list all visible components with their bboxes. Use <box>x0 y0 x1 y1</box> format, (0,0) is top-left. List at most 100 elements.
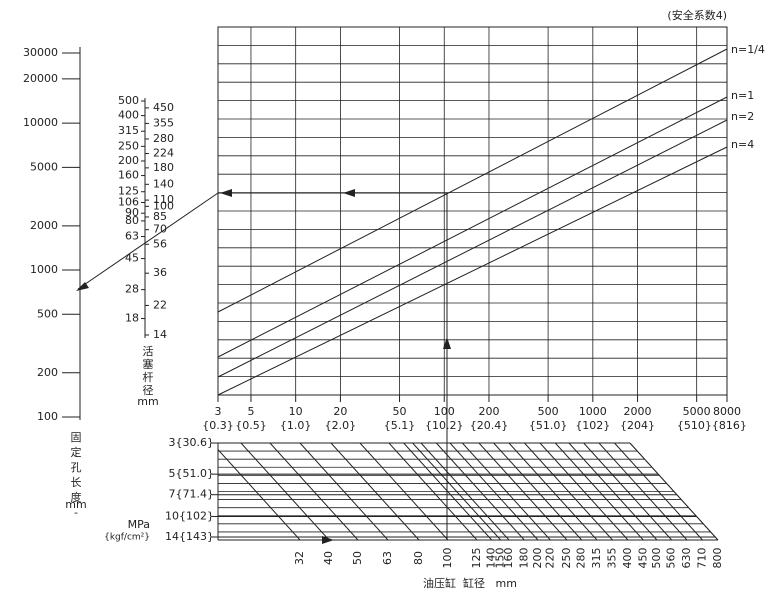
rod-tick-label: 140 <box>153 177 174 190</box>
rod-tick-label: 355 <box>153 116 174 129</box>
bore-label: 315 <box>590 548 603 569</box>
safety-note: (安全系数4) <box>667 8 727 22</box>
length-title: 固 <box>71 431 82 444</box>
kgf-label: {204} <box>620 419 655 432</box>
bore-line <box>269 443 359 540</box>
y-tick-label: 20000 <box>23 72 58 85</box>
pressure-label: 14{143} <box>165 530 214 543</box>
curve-label: n=4 <box>731 138 754 151</box>
pressure-label: 3{30.6} <box>169 436 215 449</box>
rod-tick-label: 250 <box>118 139 139 152</box>
bore-line <box>461 443 551 540</box>
rod-tick-label: 106 <box>118 196 139 209</box>
bore-line <box>403 443 493 540</box>
bore-line <box>478 443 568 540</box>
rod-tick-label: 28 <box>125 283 139 296</box>
curve-label: n=1 <box>731 89 754 102</box>
rod-title: 活 <box>143 345 154 358</box>
length-title: 定 <box>71 445 82 459</box>
pressure-label: 7{71.4} <box>169 488 215 501</box>
bore-label: 125 <box>470 548 483 569</box>
rod-tick-label: 160 <box>118 169 139 182</box>
kgf-label: {20.4} <box>470 419 509 432</box>
bore-label: 40 <box>322 551 335 565</box>
bore-line <box>539 443 629 540</box>
bore-title: 油压缸 缸径 mm <box>423 576 517 590</box>
y-tick-label: 500 <box>37 307 58 320</box>
length-title: 长 <box>71 476 82 489</box>
curve <box>217 48 728 313</box>
kgf-label: {51.0} <box>529 419 568 432</box>
x-tick-label: 20 <box>333 405 347 418</box>
bore-label: 630 <box>680 548 693 569</box>
bore-label: 560 <box>665 548 678 569</box>
x-tick-label: 5000 <box>683 405 711 418</box>
x-tick-label: 50 <box>393 405 407 418</box>
rod-tick-label: 80 <box>125 214 139 227</box>
bore-label: 50 <box>351 551 364 565</box>
rod-tick-label: 180 <box>153 161 174 174</box>
bore-line <box>240 443 330 540</box>
bore-label: 220 <box>543 548 556 569</box>
bore-line <box>508 443 598 540</box>
bore-label: 500 <box>650 548 663 569</box>
bore-label: 450 <box>636 548 649 569</box>
pressure-unit: MPa <box>128 518 150 531</box>
bore-label: 800 <box>711 548 724 569</box>
pressure-unit: {kgf/cm²} <box>104 533 150 543</box>
x-tick-label: 1000 <box>579 405 607 418</box>
bore-label: 140 <box>485 548 498 569</box>
bore-line <box>435 443 525 540</box>
bore-label: 710 <box>696 548 709 569</box>
length-unit: mm <box>65 498 86 511</box>
x-tick-label: 500 <box>538 405 559 418</box>
bore-label: 63 <box>381 551 394 565</box>
bore-line <box>524 443 613 540</box>
rod-tick-label: 36 <box>153 266 167 279</box>
y-tick-label: 100 <box>37 410 58 423</box>
bore-label: 150 <box>494 548 507 569</box>
bore-line <box>299 443 389 540</box>
y-tick-label: 200 <box>37 366 58 379</box>
bore-label: 200 <box>531 548 544 569</box>
rod-tick-label: 400 <box>118 109 139 122</box>
bore-line <box>568 443 658 540</box>
y-tick-label: 2000 <box>30 219 58 232</box>
curve-label: n=2 <box>731 110 754 123</box>
rod-tick-label: 45 <box>125 252 139 265</box>
bore-line <box>583 443 673 540</box>
pressure-grid <box>218 443 718 540</box>
x-tick-label: 10 <box>289 405 303 418</box>
kgf-label: {0.3} <box>202 419 234 432</box>
bore-label: 400 <box>621 548 634 569</box>
y-tick-label: 5000 <box>30 160 58 173</box>
x-tick-label: 8000 <box>713 405 741 418</box>
kgf-label: {0.5} <box>235 419 267 432</box>
bore-line <box>330 443 420 540</box>
rod-tick-label: 56 <box>153 237 167 250</box>
bore-line <box>420 443 510 540</box>
rod-unit: mm <box>137 395 158 408</box>
bore-label: 100 <box>441 548 454 569</box>
rod-tick-label: 110 <box>153 193 174 206</box>
bore-line <box>449 443 539 540</box>
length-title: - <box>74 506 78 519</box>
y-tick-label: 30000 <box>23 46 58 59</box>
kgf-label: {102} <box>575 419 610 432</box>
rod-title: 杆 <box>143 370 154 384</box>
rod-tick-label: 22 <box>153 298 167 311</box>
rod-tick-label: 63 <box>125 230 139 243</box>
x-tick-label: 5 <box>247 405 254 418</box>
kgf-label: {10.2} <box>425 419 464 432</box>
kgf-label: {5.1} <box>384 419 416 432</box>
rod-tick-label: 315 <box>118 124 139 137</box>
x-tick-label: 100 <box>434 405 455 418</box>
length-title: 度 <box>71 490 82 504</box>
bore-label: 355 <box>605 548 618 569</box>
rod-tick-label: 90 <box>125 206 139 219</box>
bore-line <box>493 443 583 540</box>
kgf-label: {1.0} <box>280 419 312 432</box>
rod-tick-label: 450 <box>153 101 174 114</box>
curve <box>217 146 728 396</box>
